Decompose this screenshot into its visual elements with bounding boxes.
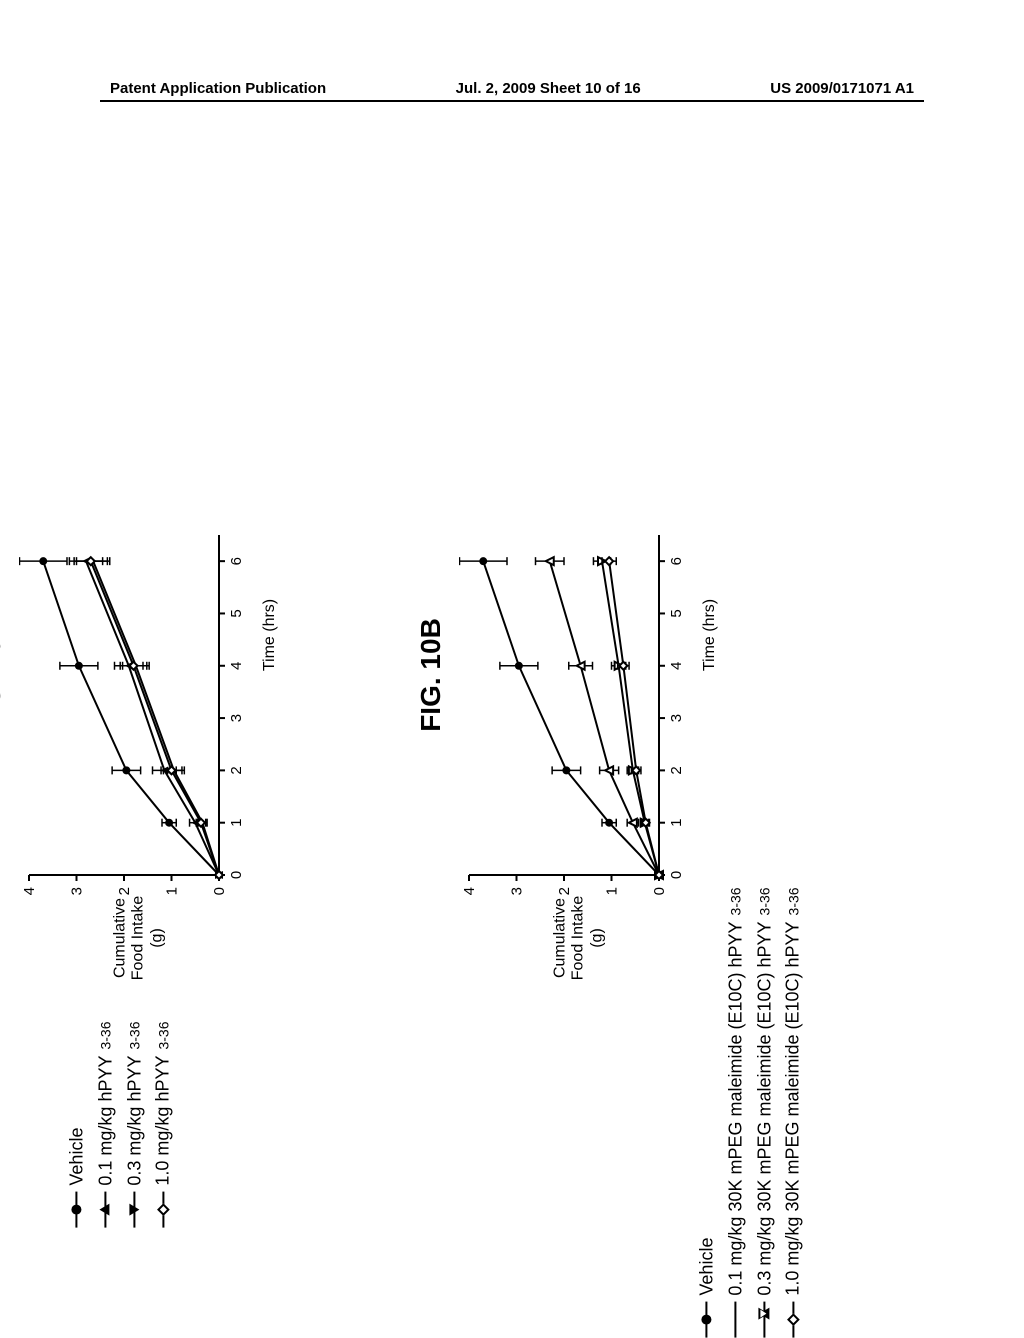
legend-label: 0.1 mg/kg 30K mPEG maleimide (E10C) hPYY [721,921,750,1295]
legend-item: 1.0 mg/kg hPYY 3-36 [149,928,178,1228]
svg-text:2: 2 [668,766,685,774]
svg-text:6: 6 [228,557,245,565]
svg-text:3: 3 [668,714,685,722]
header-left: Patent Application Publication [110,80,326,97]
legend-label: Vehicle [692,1238,721,1296]
legend-label: 1.0 mg/kg hPYY [149,1056,178,1186]
svg-text:3: 3 [509,887,526,895]
svg-text:3: 3 [69,887,86,895]
legend-item: 0.1 mg/kg 30K mPEG maleimide (E10C) hPYY… [721,818,750,1338]
legend-marker-icon [129,1204,139,1216]
legend-item: Vehicle [62,928,91,1228]
svg-text:0: 0 [211,887,228,895]
svg-text:1: 1 [228,819,245,827]
legend-label: 0.3 mg/kg 30K mPEG maleimide (E10C) hPYY [750,921,779,1295]
fig-a-xlabel: Time (hrs) [261,375,279,895]
fig-b-chart: Cumulative Food Intake (g) 012345601234 [459,375,699,975]
fig-b-ylabel: Cumulative Food Intake (g) [551,893,606,983]
svg-text:1: 1 [668,819,685,827]
header-right: US 2009/0171071 A1 [770,80,914,97]
legend-label: 1.0 mg/kg 30K mPEG maleimide (E10C) hPYY [779,921,808,1295]
header-divider [100,100,924,102]
legend-marker-icon [72,1205,82,1215]
legend-suffix: 3-36 [724,887,746,915]
legend-suffix: 3-36 [152,1021,174,1049]
legend-item: 0.3 mg/kg hPYY 3-36 [120,928,149,1228]
legend-marker-icon [100,1204,110,1216]
header-center: Jul. 2, 2009 Sheet 10 of 16 [456,80,641,97]
svg-text:6: 6 [668,557,685,565]
svg-text:5: 5 [228,609,245,617]
fig-a-chart: Cumulative Food Intake (g) 012345601234 [19,375,259,975]
legend-item: Vehicle [692,818,721,1338]
legend-item: 0.1 mg/kg hPYY 3-36 [91,928,120,1228]
legend-suffix: 3-36 [123,1021,145,1049]
svg-text:0: 0 [668,871,685,879]
fig-b-title: FIG. 10B [415,375,447,975]
svg-text:2: 2 [228,766,245,774]
fig-a-title: FIG. 10A [0,375,7,975]
legend-label: 0.1 mg/kg hPYY [91,1056,120,1186]
legend-a: Vehicle0.1 mg/kg hPYY 3-360.3 mg/kg hPYY… [62,928,177,1228]
legend-marker-line [133,1192,135,1228]
svg-text:5: 5 [668,609,685,617]
legend-marker-line [105,1192,107,1228]
legend-marker-line [162,1192,164,1228]
legend-b: Vehicle0.1 mg/kg 30K mPEG maleimide (E10… [692,818,807,1338]
legend-marker-icon [157,1203,170,1216]
figure-10a: FIG. 10A Cumulative Food Intake (g) 0123… [0,375,325,975]
legend-suffix: 3-36 [782,887,804,915]
legend-label: Vehicle [62,1128,91,1186]
svg-text:4: 4 [461,887,478,895]
svg-text:4: 4 [228,662,245,670]
legend-marker-icon [758,1308,788,1320]
legend-label: 0.3 mg/kg hPYY [120,1056,149,1186]
svg-text:0: 0 [228,871,245,879]
page-header: Patent Application Publication Jul. 2, 2… [0,80,1024,97]
svg-text:4: 4 [21,887,38,895]
legend-item: 0.3 mg/kg 30K mPEG maleimide (E10C) hPYY… [750,818,779,1338]
legend-marker-line [76,1192,78,1228]
svg-text:4: 4 [668,662,685,670]
legend-suffix: 3-36 [753,887,775,915]
svg-text:3: 3 [228,714,245,722]
svg-text:0: 0 [651,887,668,895]
legend-suffix: 3-36 [94,1021,116,1049]
legend-item: 1.0 mg/kg 30K mPEG maleimide (E10C) hPYY… [779,818,808,1338]
